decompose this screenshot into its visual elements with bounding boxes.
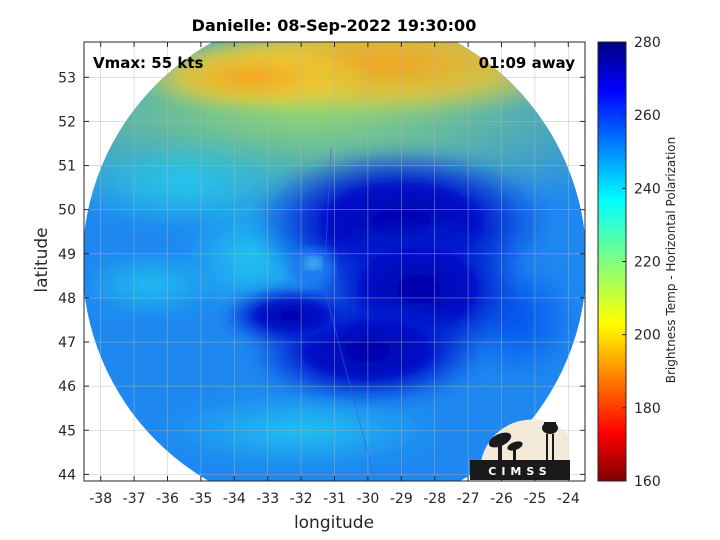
x-tick-label: -31 bbox=[323, 491, 346, 507]
y-tick-label: 50 bbox=[58, 203, 76, 219]
y-axis-label: latitude bbox=[32, 227, 52, 292]
y-tick-label: 48 bbox=[58, 291, 76, 307]
y-tick-label: 46 bbox=[58, 379, 76, 395]
y-tick-label: 51 bbox=[58, 159, 76, 175]
y-tick-label: 45 bbox=[58, 423, 76, 439]
deep-convection-southwest bbox=[221, 285, 362, 346]
x-tick-label: -34 bbox=[223, 491, 246, 507]
x-tick-label: -33 bbox=[256, 491, 279, 507]
x-tick-label: -26 bbox=[490, 491, 513, 507]
colorbar-tick-label: 240 bbox=[634, 181, 661, 197]
x-tick-label: -27 bbox=[457, 491, 480, 507]
gridlines bbox=[84, 42, 585, 481]
colorbar-label: Brightness Temp - Horizontal Polarizatio… bbox=[664, 137, 678, 384]
colorbar-tick-label: 200 bbox=[634, 328, 661, 344]
colorbar-tick-label: 260 bbox=[634, 108, 661, 124]
y-tick-label: 52 bbox=[58, 114, 76, 130]
chart-title: Danielle: 08-Sep-2022 19:30:00 bbox=[192, 16, 477, 35]
x-tick-label: -38 bbox=[89, 491, 112, 507]
colorbar-tick-label: 220 bbox=[634, 255, 661, 271]
x-tick-label: -25 bbox=[523, 491, 546, 507]
x-tick-label: -37 bbox=[123, 491, 146, 507]
x-tick-label: -36 bbox=[156, 491, 179, 507]
cimss-logo: CIMSS bbox=[470, 419, 570, 480]
colorbar bbox=[597, 41, 627, 482]
y-tick-label: 53 bbox=[58, 70, 76, 86]
vmax-annotation: Vmax: 55 kts bbox=[93, 54, 203, 72]
x-axis-ticks: -38 -37 -36 -35 -34 -33 -32 -31 -30 -29 -28 -27 -26-… bbox=[89, 42, 580, 507]
x-tick-label: -29 bbox=[390, 491, 413, 507]
colorbar-tick-label: 280 bbox=[634, 35, 661, 51]
y-tick-label: 44 bbox=[58, 467, 76, 483]
x-tick-label: -35 bbox=[189, 491, 212, 507]
colorbar-ticks: 160 180 200 220 240 260 280 bbox=[622, 35, 661, 490]
colorbar-tick-label: 160 bbox=[634, 474, 661, 490]
x-tick-label: -28 bbox=[423, 491, 446, 507]
y-tick-label: 47 bbox=[58, 335, 76, 351]
y-axis-ticks: 44 45 46 47 48 49 50 51 52 53 bbox=[58, 70, 585, 483]
y-tick-label: 49 bbox=[58, 247, 76, 263]
x-tick-label: -30 bbox=[356, 491, 379, 507]
logo-text: CIMSS bbox=[488, 465, 551, 478]
x-tick-label: -32 bbox=[290, 491, 313, 507]
x-tick-label: -24 bbox=[557, 491, 580, 507]
x-axis-label: longitude bbox=[294, 513, 374, 533]
colorbar-tick-label: 180 bbox=[634, 401, 661, 417]
time-away-annotation: 01:09 away bbox=[479, 54, 576, 72]
scan-seam-south bbox=[323, 288, 376, 479]
storm-eye-core bbox=[305, 257, 322, 270]
plot-area bbox=[84, 42, 585, 481]
cyan-band-far-west bbox=[84, 254, 221, 315]
